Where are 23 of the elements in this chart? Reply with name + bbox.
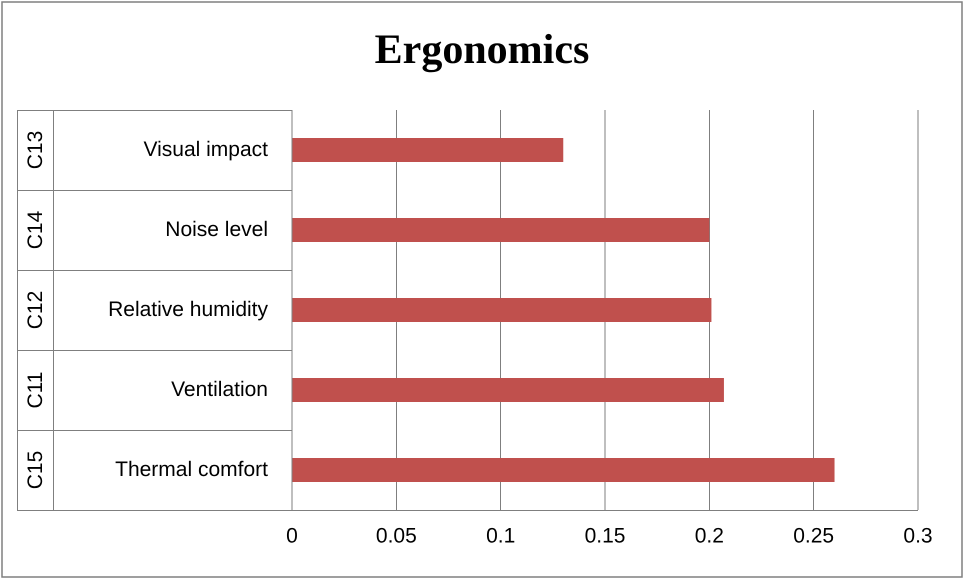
- y-tick-label: Visual impact: [143, 138, 268, 161]
- bar: [292, 458, 835, 482]
- y-tick-label: Thermal comfort: [115, 458, 268, 481]
- x-tick-label: 0.15: [584, 524, 626, 548]
- text: C15: [24, 450, 47, 490]
- bar: [292, 378, 724, 402]
- text: C14: [24, 210, 47, 250]
- x-tick-label: 0.1: [486, 524, 516, 548]
- text: C13: [24, 130, 47, 170]
- text: C11: [24, 372, 47, 408]
- x-tick-label: 0.05: [376, 524, 417, 548]
- x-tick-label: 0: [286, 524, 298, 548]
- text: C12: [24, 290, 47, 330]
- chart-title: Ergonomics: [374, 26, 590, 73]
- x-tick-label: 0.3: [903, 524, 933, 548]
- y-tick-label: Ventilation: [171, 378, 268, 401]
- y-tick-label: Noise level: [165, 218, 268, 241]
- y-tick-label: Relative humidity: [108, 298, 268, 321]
- x-tick-label: 0.25: [793, 524, 834, 548]
- bar: [292, 298, 712, 322]
- bar: [292, 218, 710, 242]
- x-tick-label: 0.2: [694, 524, 724, 548]
- bar: [292, 138, 564, 162]
